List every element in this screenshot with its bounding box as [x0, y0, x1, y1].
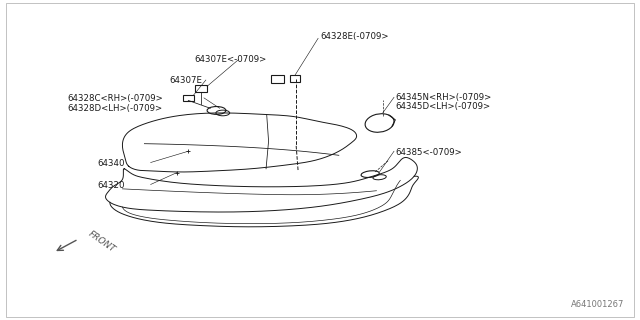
Text: 64307E: 64307E	[170, 76, 202, 84]
Bar	[271, 75, 284, 83]
Text: 64328D<LH>(-0709>: 64328D<LH>(-0709>	[68, 104, 163, 113]
Bar	[182, 95, 194, 101]
Text: 64320: 64320	[97, 180, 125, 189]
Text: FRONT: FRONT	[86, 229, 117, 254]
Text: 64345N<RH>(-0709>: 64345N<RH>(-0709>	[396, 93, 492, 102]
Text: 64328C<RH>(-0709>: 64328C<RH>(-0709>	[68, 94, 164, 103]
Text: 64328E(-0709>: 64328E(-0709>	[320, 32, 388, 41]
Text: 64385<-0709>: 64385<-0709>	[396, 148, 462, 157]
Bar	[290, 75, 300, 82]
Text: 64340: 64340	[97, 159, 125, 168]
Bar	[195, 85, 207, 92]
Text: A641001267: A641001267	[571, 300, 624, 309]
Text: 64307E<-0709>: 64307E<-0709>	[195, 55, 267, 64]
Text: 64345D<LH>(-0709>: 64345D<LH>(-0709>	[396, 102, 490, 111]
